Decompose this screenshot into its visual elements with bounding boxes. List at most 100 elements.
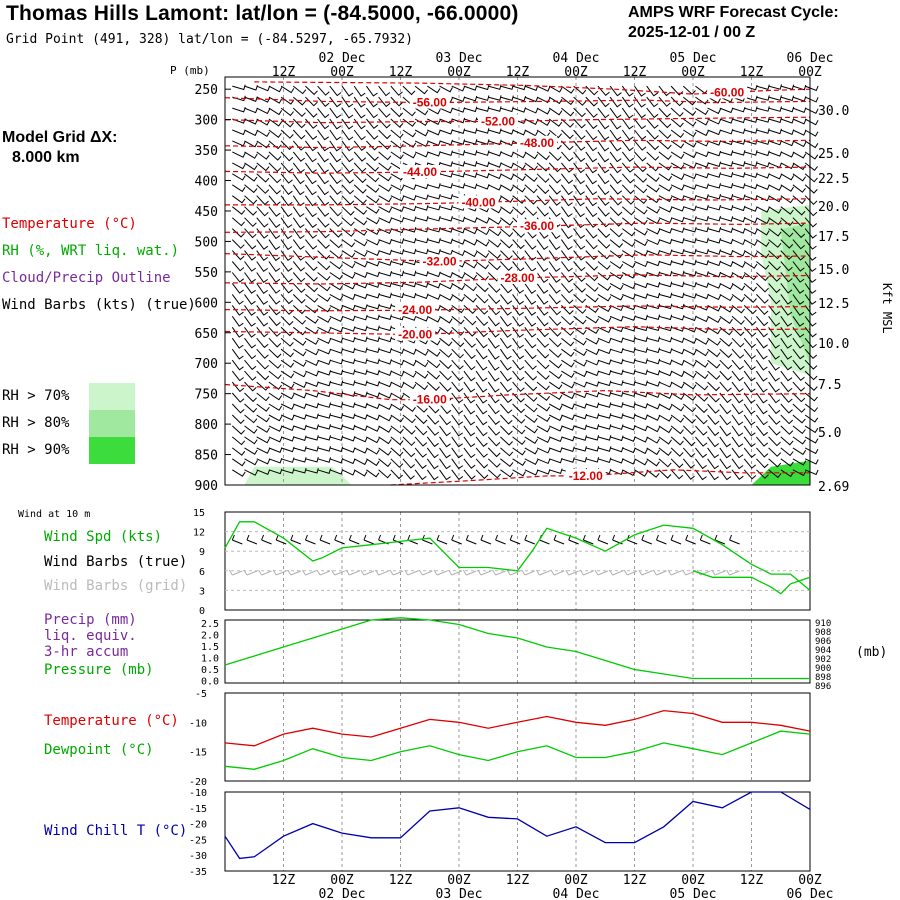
wind-barb: [488, 184, 502, 191]
wind-barb: [768, 217, 782, 226]
wind-barb: [232, 140, 246, 147]
wind-barb: [317, 370, 332, 376]
wind-barb: [341, 162, 354, 173]
wind-barb: [366, 107, 379, 119]
wind-barb: [292, 272, 306, 283]
wind-barb: [256, 162, 270, 172]
wind-barb: [293, 414, 307, 420]
grid-wind-barb: [536, 569, 550, 576]
wind-barb: [683, 270, 697, 277]
wind-barb: [414, 205, 429, 211]
wind-barb: [414, 403, 428, 413]
wind-barb: [609, 358, 624, 365]
wind-barb: [426, 370, 440, 380]
wind-barb: [585, 424, 600, 430]
pressure-tick-label: 900: [195, 479, 218, 494]
wind-barb: [341, 413, 356, 420]
wind-barb: [280, 140, 294, 151]
wind-barb: [329, 315, 344, 322]
wind-barb: [707, 392, 720, 403]
wind-barb: [780, 217, 794, 227]
pressure-tick-label: 300: [195, 114, 218, 129]
wind-barb: [695, 248, 709, 255]
wind-barb: [475, 348, 488, 360]
true-wind-barb: [699, 534, 711, 545]
wind-barb: [231, 381, 245, 393]
wind-barb: [354, 436, 368, 443]
precip-tick-label: 2.5: [201, 619, 219, 630]
wind-barb: [232, 458, 246, 467]
wind-barb: [390, 469, 403, 480]
wind-barb: [512, 129, 527, 136]
wind-barb: [487, 337, 500, 349]
wind-barb: [646, 217, 661, 225]
wind-barb: [707, 458, 719, 470]
top-day-label: 02 Dec: [319, 51, 366, 66]
wind-barb: [475, 184, 490, 190]
wind-barb: [268, 239, 281, 251]
wind-barb: [305, 107, 318, 118]
wind-barb: [780, 228, 794, 238]
wind-barb: [658, 336, 673, 343]
wind-barb: [756, 161, 770, 168]
wind-barb: [646, 162, 660, 172]
wind-barb: [487, 294, 501, 305]
wind-barb: [500, 140, 514, 146]
wind-barb: [244, 206, 257, 216]
wind-barb: [695, 359, 709, 368]
wind-barb: [292, 305, 306, 315]
wind-barb: [658, 458, 672, 468]
wind-barb: [548, 129, 562, 139]
wind-barb: [463, 458, 476, 469]
wind-barb: [646, 118, 659, 129]
wind-barb: [609, 195, 623, 206]
true-wind-barb: [451, 534, 462, 545]
wind-barb: [317, 315, 332, 323]
wind-barb: [658, 151, 672, 161]
wind-barb: [488, 106, 502, 112]
wind-barb: [670, 414, 685, 423]
wind-barb: [670, 281, 685, 288]
wind-barb: [353, 469, 368, 477]
wind-barb: [707, 293, 722, 301]
wind-barb: [597, 217, 610, 228]
legend-wind-barbs: Wind Barbs (kts) (true): [2, 297, 196, 313]
wind-barb: [366, 381, 380, 387]
bottom-time-tick-label: 00Z: [447, 873, 471, 888]
contour-label-bg: [707, 85, 748, 99]
wind-barb: [329, 217, 343, 228]
wind-barb: [536, 272, 549, 283]
wind-barb: [780, 261, 793, 272]
wind-barb: [548, 326, 562, 337]
wind-barb: [780, 195, 794, 204]
wind-barb: [768, 359, 780, 371]
wind-barb: [597, 151, 610, 163]
wind-barb: [573, 118, 586, 129]
wind-barb: [731, 261, 746, 268]
wind-barb: [670, 359, 685, 366]
wind-barb: [366, 129, 379, 140]
pressure-tick-label: 400: [195, 175, 218, 190]
wind-barb: [634, 261, 648, 268]
wind-barb: [561, 370, 575, 378]
wind-barb: [475, 150, 490, 156]
wind-barb: [744, 106, 758, 112]
wind-barb: [512, 425, 526, 435]
wind-barb: [622, 369, 636, 375]
wind-barb: [378, 118, 391, 129]
wind-barb: [804, 151, 819, 160]
wind-barb: [256, 381, 270, 391]
wind-barb: [463, 85, 478, 91]
true-wind-barb: [553, 534, 565, 545]
wind-barb: [366, 314, 380, 321]
wind-barb: [585, 140, 598, 152]
model-grid-line-1: Model Grid ΔX:: [2, 129, 118, 146]
wind-barb: [731, 326, 745, 337]
wind-barb: [390, 292, 405, 299]
wind-barb: [683, 194, 697, 201]
wind-barb: [280, 326, 294, 337]
contour-label: -12.00: [569, 469, 603, 483]
wind-barb: [475, 326, 488, 338]
wind-barb: [731, 392, 744, 404]
wind-barb: [780, 392, 793, 403]
